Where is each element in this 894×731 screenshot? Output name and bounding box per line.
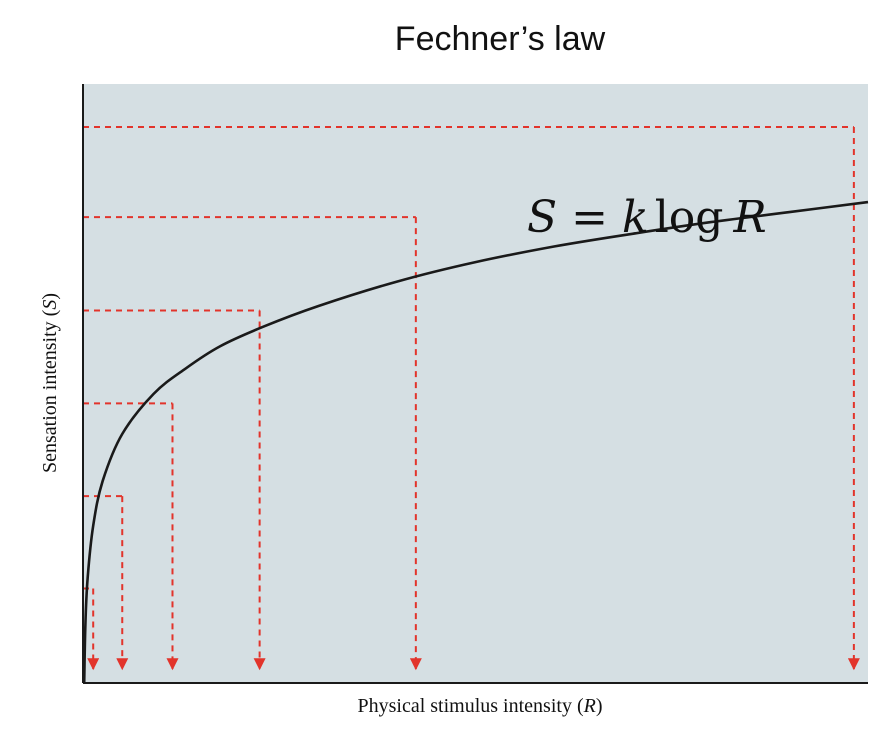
log-curve	[82, 200, 869, 684]
chart-title: Fechner’s law	[395, 20, 606, 58]
x-axis-label: Physical stimulus intensity (R)	[357, 695, 602, 717]
plot-area	[83, 84, 868, 683]
formula-annotation: S = k log R	[527, 192, 767, 243]
guide-lines	[83, 126, 860, 671]
y-axis-label: Sensation intensity (S)	[39, 293, 61, 473]
